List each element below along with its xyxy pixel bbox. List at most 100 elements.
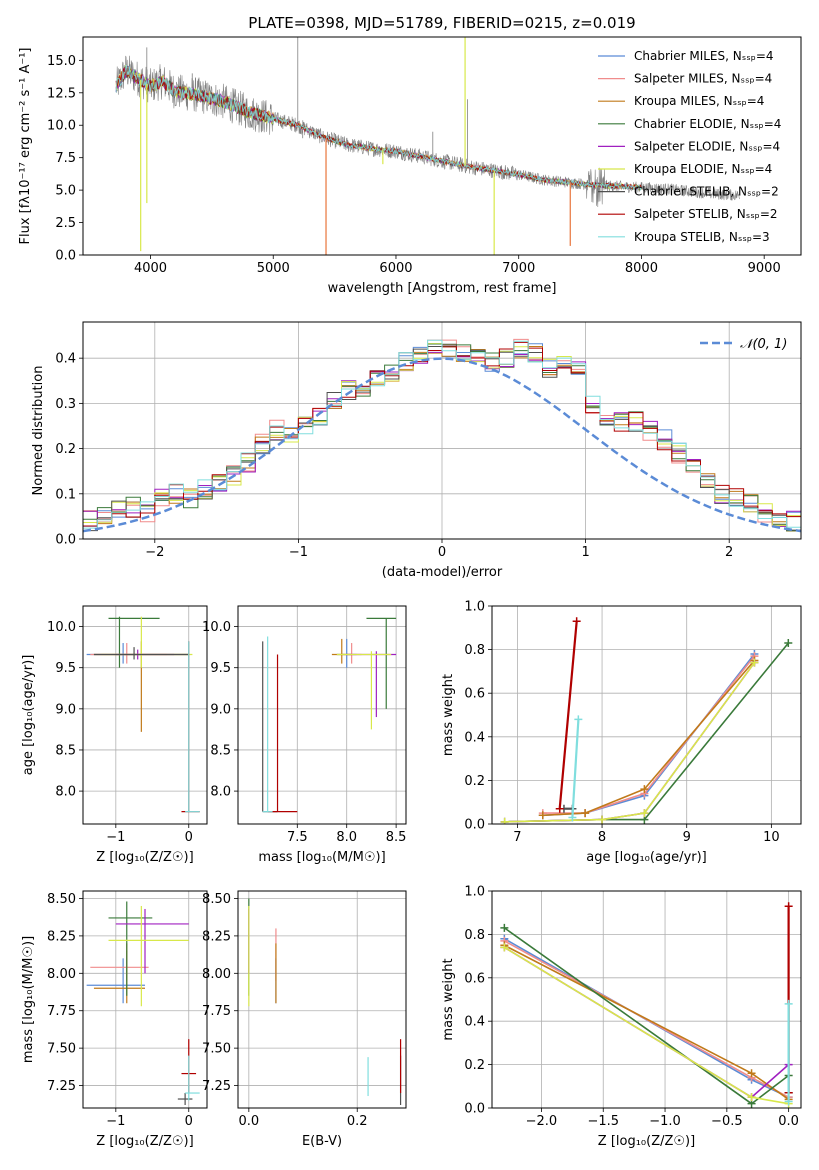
legend-label: Salpeter STELIB, Nₛₛₚ=2 — [634, 207, 778, 221]
errorbar-point-chabrier-elodie — [366, 617, 397, 709]
series-marker — [568, 813, 577, 822]
series-marker — [574, 715, 583, 724]
x-axis-label: Z [log₁₀(Z/Z☉)] — [96, 850, 193, 865]
plot-area — [262, 617, 397, 813]
y-tick-label: 7.50 — [202, 1042, 231, 1057]
series-marker — [640, 809, 649, 818]
x-tick-label: 7000 — [502, 261, 535, 276]
y-axis-label: mass weight — [441, 958, 456, 1040]
x-tick-label: 7.5 — [287, 830, 308, 845]
mass-weight-series-kroupa-elodie — [500, 658, 759, 824]
errorbar-point-kroupa-miles — [331, 638, 352, 664]
y-tick-label: 8.50 — [47, 892, 76, 907]
gaussian-curve — [83, 357, 801, 533]
errorbar-point-chabrier-miles — [86, 958, 145, 1004]
axes-frame — [237, 605, 407, 825]
x-tick-label: 7 — [513, 830, 521, 845]
y-tick-label: 0.6 — [464, 971, 485, 986]
x-axis-label: age [log₁₀(age/yr)] — [586, 850, 707, 865]
series-marker — [784, 999, 793, 1008]
series-marker — [784, 639, 793, 648]
x-axis-label: (data-model)/error — [382, 565, 503, 580]
y-tick-label: 0.4 — [464, 1015, 485, 1030]
mass-weight-series-kroupa-elodie — [500, 943, 793, 1108]
y-tick-label: 0.4 — [464, 730, 485, 745]
y-tick-label: 0.0 — [464, 1102, 485, 1117]
axes-frame — [82, 890, 208, 1109]
series-marker — [640, 785, 649, 794]
y-tick-label: 8.00 — [202, 967, 231, 982]
model-spectrum-kroupa-stelib — [115, 64, 642, 192]
y-tick-label: 7.25 — [47, 1079, 76, 1094]
panel-massweight-vs-age: 7 8 9 10 0.0 0.2 0.4 0.6 0.8 1.0 age [log₁₀(age/yr… — [441, 600, 802, 865]
series-marker — [555, 804, 564, 813]
errorbar-point-chabrier-elodie — [108, 901, 153, 996]
errorbar-point-salpeter-miles — [90, 643, 167, 664]
y-tick-label: 1.0 — [464, 885, 485, 900]
errorbar-point-kroupa-elodie — [108, 905, 189, 1007]
y-tick-label: 15.0 — [47, 54, 76, 69]
y-tick-label: 9.5 — [210, 661, 231, 676]
errorbar-point-chabrier-miles — [336, 638, 357, 668]
axes-frame — [82, 36, 802, 256]
x-axis-label: wavelength [Angstrom, rest frame] — [328, 281, 557, 296]
model-spectrum-chabrier-elodie — [115, 65, 642, 191]
y-tick-label: 9.5 — [55, 661, 76, 676]
x-tick-label: −2.0 — [526, 1114, 558, 1129]
histogram-kroupa-stelib — [83, 339, 801, 539]
plot-area — [500, 902, 793, 1108]
plot-area — [115, 37, 740, 255]
series-marker — [500, 943, 509, 952]
y-tick-label: 2.5 — [55, 216, 76, 231]
series-line — [571, 719, 580, 818]
panel-age-vs-mass: 7.5 8.0 8.5 8.0 8.5 9.0 9.5 10.0 mass [log₁₀(M/M… — [202, 605, 407, 865]
y-tick-label: 7.75 — [47, 1004, 76, 1019]
y-tick-label: 0.4 — [55, 352, 76, 367]
plot-area — [86, 616, 200, 813]
x-tick-label: 5000 — [257, 261, 290, 276]
axes-frame — [491, 605, 802, 825]
panel-mass-vs-EBV: 0.0 0.2 7.25 7.50 7.75 8.00 8.25 8.50 E(B-V) — [202, 890, 407, 1149]
y-tick-label: 8.25 — [202, 929, 231, 944]
series-marker — [572, 617, 581, 626]
x-tick-label: 1 — [581, 545, 589, 560]
series-marker — [581, 809, 590, 818]
x-tick-label: 4000 — [134, 261, 167, 276]
series-marker — [750, 658, 759, 667]
legend-label: 𝒩(0, 1) — [740, 337, 787, 352]
x-tick-label: −1 — [289, 545, 308, 560]
y-tick-label: 0.3 — [55, 397, 76, 412]
model-spectrum-salpeter-elodie — [115, 66, 642, 191]
series-line — [503, 946, 789, 1105]
errorbar-point-chabrier-elodie — [108, 616, 160, 668]
y-tick-label: 0.1 — [55, 487, 76, 502]
y-tick-label: 7.75 — [202, 1004, 231, 1019]
panel-massweight-vs-Z: −2.0 −1.5 −1.0 −0.5 0.0 0.0 0.2 0.4 0.6 0.8 1.0 Z [… — [441, 885, 802, 1149]
x-tick-label: 0 — [185, 830, 193, 845]
series-marker — [747, 1093, 756, 1102]
x-tick-label: 0 — [185, 1114, 193, 1129]
panel-spectrum: 4000 5000 6000 7000 8000 9000 0.0 2.5 5.0 7.5 10.0… — [18, 36, 802, 296]
x-tick-label: −1 — [106, 1114, 125, 1129]
x-tick-label: 9000 — [748, 261, 781, 276]
axes-frame — [82, 605, 208, 825]
x-tick-label: −1.0 — [649, 1114, 681, 1129]
y-tick-label: 8.5 — [55, 743, 76, 758]
y-tick-label: 10.0 — [47, 620, 76, 635]
series-line — [558, 621, 578, 809]
y-tick-label: 7.25 — [202, 1079, 231, 1094]
panel-age-vs-Z: −1 0 8.0 8.5 9.0 9.5 10.0 Z [log₁₀(Z/Z☉)] age [l… — [21, 605, 208, 865]
errorbar-point-kroupa-stelib — [185, 641, 200, 813]
errorbar-point-salpeter-elodie — [115, 908, 189, 974]
legend-label: Kroupa STELIB, Nₛₛₚ=3 — [634, 230, 770, 244]
y-tick-label: 7.50 — [47, 1042, 76, 1057]
y-tick-label: 0.0 — [55, 533, 76, 548]
x-tick-label: 8000 — [625, 261, 658, 276]
y-tick-label: 12.5 — [47, 86, 76, 101]
series-marker — [747, 1069, 756, 1078]
x-tick-label: 9 — [683, 830, 691, 845]
y-tick-label: 8.25 — [47, 929, 76, 944]
y-tick-label: 8.5 — [210, 743, 231, 758]
y-axis-label: mass [log₁₀(M/M☉)] — [21, 936, 36, 1063]
